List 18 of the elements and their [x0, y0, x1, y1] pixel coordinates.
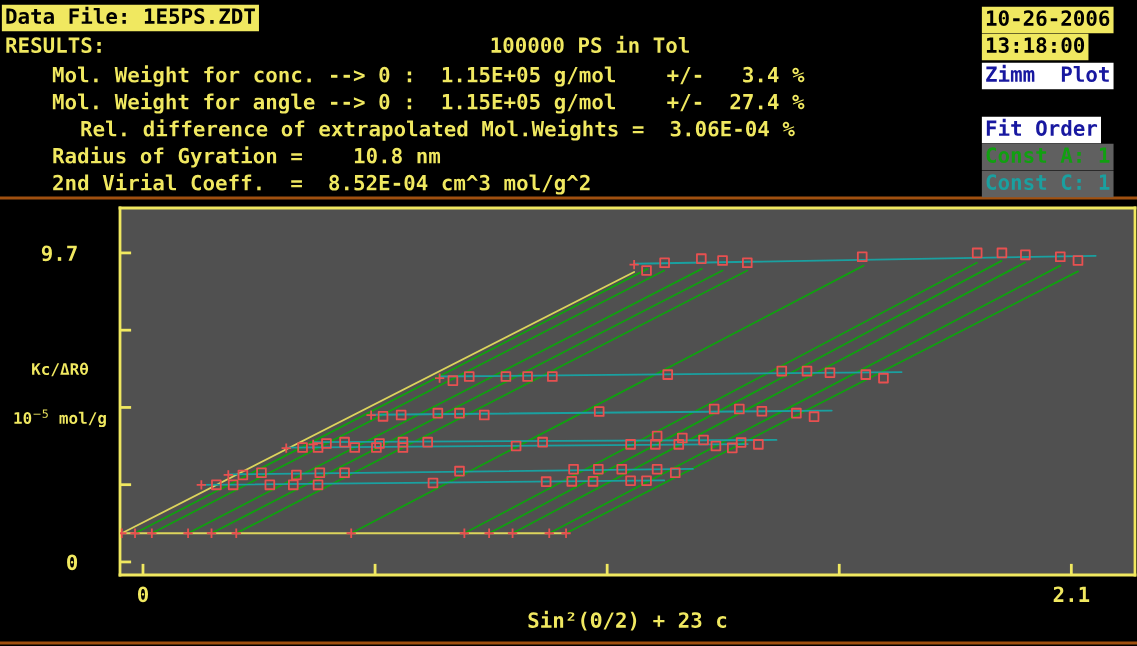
- text: 10-26-2006: [986, 10, 1110, 27]
- x-tick-label: 2.1: [1053, 586, 1090, 602]
- text: Data File: 1E5PS.ZDT: [6, 6, 255, 25]
- text: Fit Order: [986, 118, 1098, 137]
- text: Const C: 1: [986, 174, 1110, 191]
- text: 13:18:00: [986, 37, 1085, 54]
- text: Kc/ΔRθ 10$^{−5}$ mol/g: [14, 362, 106, 428]
- text: Radius of Gyration = 10.8 nm: [53, 146, 441, 168]
- text: Zimm Plot: [986, 64, 1109, 83]
- text: RESULTS:: [6, 37, 101, 54]
- text: Rel. difference of extrapolated Mol.Weights = 3.06E-04 %: [81, 119, 795, 141]
- text: Const A: 1: [986, 147, 1110, 164]
- text: 100000 PS in Tol: [491, 35, 689, 54]
- text: Mol. Weight for conc. --> 0 : 1.15E+05 g/mol +/- 3.4 %: [52, 65, 805, 87]
- text: Mol. Weight for angle --> 0 : 1.15E+05 g/mol +/- 27.4 %: [52, 92, 805, 114]
- text: 2nd Virial Coeff. = 8.52E-04 cm^3 mol/g^2: [53, 173, 590, 195]
- x-axis-title: Sin²(Θ/2) + 23 c: [528, 610, 727, 631]
- y-tick-label: 9.7: [41, 245, 77, 262]
